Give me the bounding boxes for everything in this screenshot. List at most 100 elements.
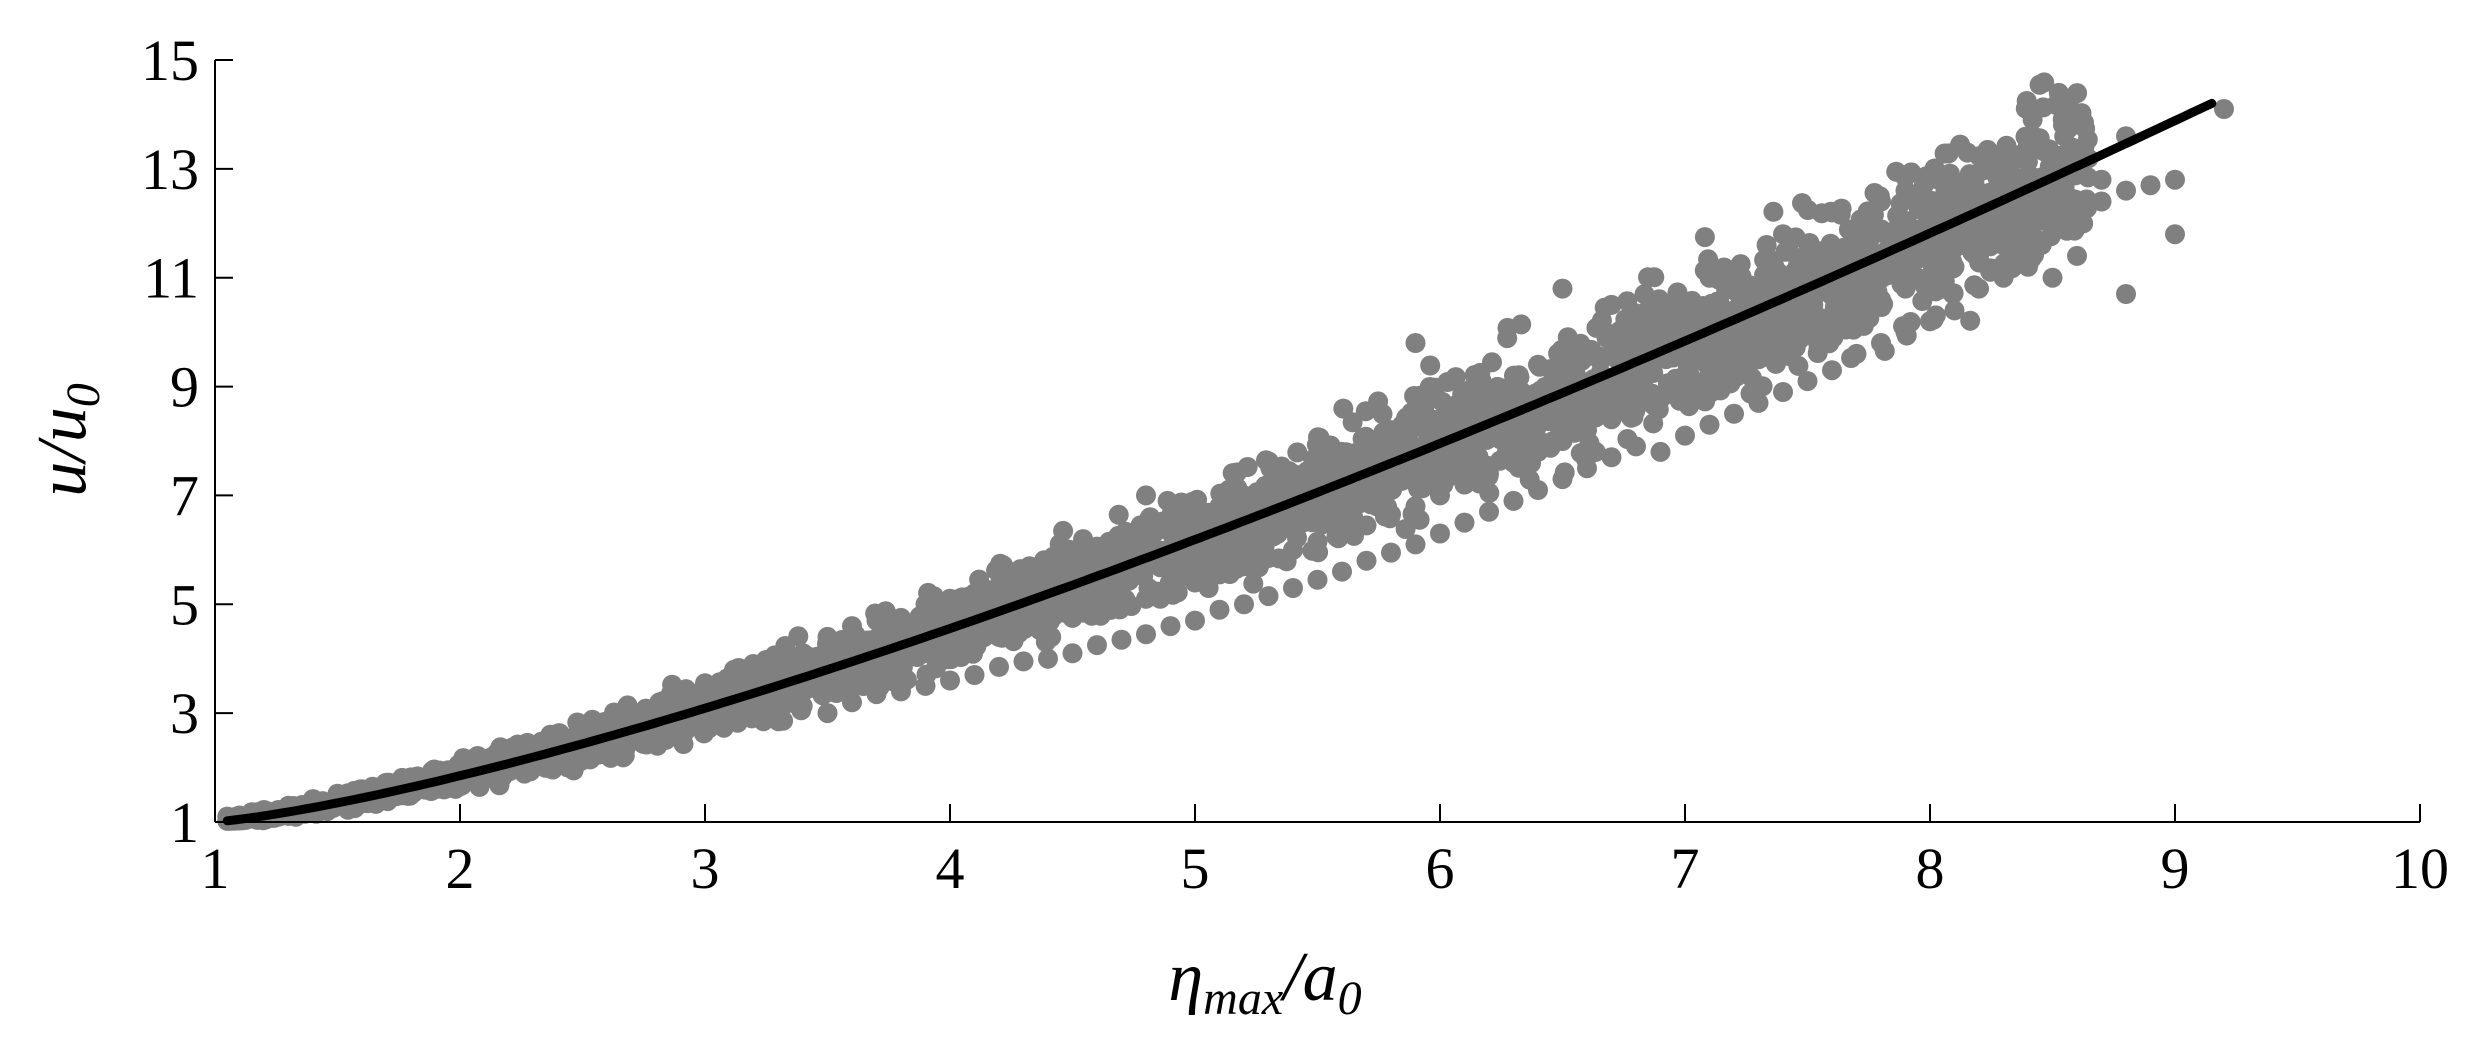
scatter-cloud-point: [1765, 353, 1786, 374]
scatter-point: [2140, 175, 2161, 196]
scatter-point: [2042, 213, 2063, 234]
scatter-point: [1846, 300, 1867, 321]
scatter-point: [1454, 474, 1475, 495]
scatter-point: [1748, 392, 1769, 413]
scatter-cloud-point: [2011, 240, 2032, 261]
scatter-point: [1626, 398, 1646, 419]
scatter-cloud-point: [1634, 284, 1655, 305]
scatter-cloud-point: [728, 658, 749, 678]
scatter-point: [817, 626, 838, 647]
scatter-cloud-point: [570, 751, 591, 771]
scatter-point: [817, 703, 838, 724]
scatter-point: [2116, 180, 2136, 201]
scatter-point: [744, 656, 764, 677]
y-tick-label: 15: [141, 28, 199, 93]
scatter-cloud-point: [1886, 161, 1907, 182]
y-tick-label: 9: [170, 355, 199, 420]
scatter-cloud-point: [1519, 414, 1540, 435]
scatter-point: [842, 616, 862, 637]
scatter-point: [2067, 202, 2087, 223]
scatter-cloud-point: [1901, 162, 1922, 183]
scatter-point: [1258, 474, 1279, 495]
scatter-point: [1332, 523, 1352, 544]
scatter-cloud-point: [1960, 310, 1981, 331]
scatter-point: [2042, 267, 2063, 288]
scatter-cloud-point: [1422, 382, 1443, 402]
scatter-cloud-point: [1983, 161, 2003, 182]
scatter-cloud-point: [1763, 201, 1784, 222]
scatter-point: [768, 711, 789, 732]
scatter-cloud-point: [1942, 198, 1963, 219]
scatter-point: [1209, 496, 1230, 517]
y-label-u2: u: [24, 407, 101, 442]
scatter-cloud-point: [942, 603, 963, 624]
scatter-point: [1577, 343, 1597, 364]
scatter-point: [964, 632, 985, 653]
scatter-point: [1062, 553, 1083, 574]
scatter-cloud-point: [1287, 442, 1308, 463]
scatter-point: [1160, 518, 1181, 539]
scatter-cloud-point: [1996, 135, 2017, 156]
scatter-cloud-point: [1709, 291, 1730, 312]
scatter-point: [1503, 490, 1524, 511]
scatter-point: [1332, 441, 1352, 462]
scatter-point: [1601, 294, 1622, 315]
scatter-point: [1895, 322, 1916, 343]
scatter-cloud-point: [1243, 573, 1264, 594]
scatter-cloud-point: [2034, 141, 2055, 162]
scatter-cloud-point: [2052, 109, 2073, 130]
x-tick-label: 2: [446, 836, 475, 901]
y-label-u: u: [24, 462, 101, 497]
scatter-cloud-point: [1603, 377, 1624, 398]
scatter-point: [1528, 480, 1548, 500]
scatter-point: [1185, 610, 1205, 631]
scatter-point: [2091, 191, 2112, 212]
scatter-cloud-point: [1741, 367, 1762, 388]
scatter-cloud-point: [1468, 446, 1489, 467]
scatter-point: [1944, 300, 1965, 321]
scatter-point: [1356, 431, 1377, 451]
scatter-point: [1136, 485, 1156, 506]
scatter-point: [1969, 235, 1989, 256]
scatter-point: [1871, 191, 1891, 212]
scatter-point: [1797, 371, 1818, 392]
scatter-cloud-point: [709, 672, 730, 693]
scatter-point: [1087, 599, 1107, 620]
scatter-point: [1748, 343, 1769, 364]
scatter-point: [2165, 224, 2185, 245]
scatter-point: [1258, 548, 1279, 568]
scatter-point: [1920, 202, 1940, 223]
scatter-cloud-point: [1333, 398, 1354, 419]
scatter-cloud-point: [1394, 469, 1415, 490]
scatter-cloud-point: [2064, 220, 2085, 241]
scatter-cloud-point: [1694, 227, 1715, 248]
scatter-point: [1160, 583, 1181, 604]
scatter-point: [719, 711, 740, 732]
y-tick-label: 1: [170, 790, 199, 855]
scatter-point: [1479, 387, 1499, 408]
scatter-cloud-point: [1260, 458, 1281, 479]
scatter-cloud-point: [1595, 322, 1616, 342]
scatter-point: [989, 656, 1009, 677]
scatter-point: [2067, 245, 2087, 266]
scatter-cloud-point: [1594, 393, 1615, 414]
x-tick-label: 4: [936, 836, 965, 901]
scatter-cloud-point: [1108, 504, 1129, 525]
scatter-cloud-point: [1410, 457, 1431, 478]
scatter-point: [1405, 496, 1426, 517]
scatter-point: [1846, 224, 1867, 245]
scatter-cloud-point: [2023, 126, 2044, 147]
scatter-point: [1797, 245, 1818, 266]
scatter-point: [964, 665, 985, 685]
scatter-point: [940, 588, 960, 609]
scatter-point: [1087, 635, 1107, 656]
scatter-cloud-point: [1870, 269, 1891, 289]
scatter-cloud-point: [2067, 83, 2088, 104]
scatter-point: [1552, 278, 1573, 299]
x-tick-label: 5: [1181, 836, 1210, 901]
scatter-cloud-point: [1970, 183, 1991, 204]
scatter-point: [2165, 169, 2185, 190]
scatter-point: [1479, 463, 1499, 484]
scatter-cloud-point: [1157, 490, 1178, 511]
